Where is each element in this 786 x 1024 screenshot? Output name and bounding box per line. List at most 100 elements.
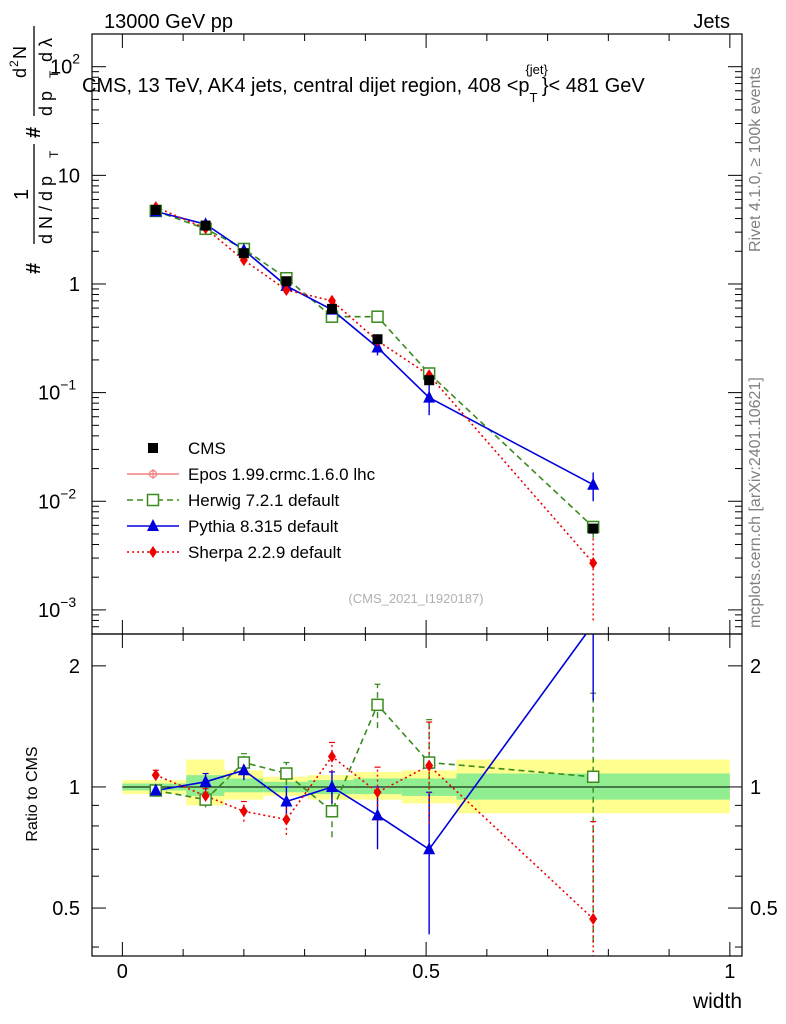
mcplots-reference-text: mcplots.cern.ch [arXiv:2401.10621] bbox=[747, 377, 764, 628]
ratio-y-axis: 0.5 0.5 1 1 2 2 bbox=[52, 656, 778, 948]
sherpa-point bbox=[589, 557, 598, 570]
ylabel-d2n-n: N bbox=[10, 46, 30, 59]
ratio-sherpa-point bbox=[151, 769, 160, 782]
ratio-pythia-point bbox=[149, 783, 162, 796]
x-axis-label: width bbox=[692, 990, 742, 1013]
plot-title: CMS, 13 TeV, AK4 jets, central dijet reg… bbox=[82, 62, 645, 105]
pythia-line bbox=[155, 210, 594, 486]
cms-point bbox=[424, 375, 435, 386]
ylabel-hash1: # bbox=[23, 263, 45, 274]
legend-herwig-label: Herwig 7.2.1 default bbox=[188, 491, 339, 510]
top-ytick-label-base: 10 bbox=[38, 383, 60, 405]
legend-pythia-marker bbox=[147, 519, 159, 531]
ratio-series-markers bbox=[149, 698, 600, 925]
legend-sherpa-label: Sherpa 2.2.9 default bbox=[188, 543, 341, 562]
ratio-ytick-label-right: 0.5 bbox=[750, 898, 778, 920]
top-ytick-label: 1 bbox=[69, 274, 80, 296]
ratio-pythia-point bbox=[280, 794, 293, 807]
top-ytick-label-exp: −1 bbox=[60, 377, 76, 393]
top-ytick-label-exp: −2 bbox=[60, 485, 76, 501]
ratio-ytick-label-right: 2 bbox=[750, 656, 761, 678]
cms-point bbox=[238, 248, 249, 259]
ratio-herwig-point bbox=[280, 767, 293, 780]
ylabel-t: T bbox=[47, 150, 61, 158]
ratio-pythia-line bbox=[155, 634, 587, 851]
top-ytick-label-exp: −3 bbox=[60, 594, 76, 610]
ylabel-dp: d p bbox=[36, 91, 56, 116]
legend-cms-marker bbox=[148, 443, 158, 453]
ratio-sherpa-point bbox=[589, 912, 598, 925]
ratio-pythia-point bbox=[199, 774, 212, 787]
ylabel-d2n-2: 2 bbox=[7, 60, 21, 67]
ratio-y-axis-label: Ratio to CMS bbox=[24, 746, 41, 841]
rivet-version-text: Rivet 4.1.0, ≥ 100k events bbox=[747, 67, 764, 252]
header-right: Jets bbox=[693, 11, 730, 33]
top-series-markers bbox=[149, 201, 600, 570]
ratio-sherpa-point bbox=[239, 805, 248, 818]
ratio-ytick-label-left: 0.5 bbox=[52, 898, 80, 920]
top-ytick-label: 102 bbox=[50, 51, 80, 79]
cms-point bbox=[281, 276, 292, 287]
top-ytick-label-base: 10 bbox=[38, 600, 60, 622]
ylabel-one: 1 bbox=[11, 189, 33, 200]
xtick-label: 0 bbox=[117, 961, 128, 983]
top-ytick-label-base: 10 bbox=[50, 57, 72, 79]
title-sup: {jet} bbox=[525, 62, 548, 77]
title-tail: }< 481 GeV bbox=[542, 75, 646, 97]
legend-herwig-marker bbox=[146, 493, 160, 507]
sherpa-point bbox=[282, 284, 291, 297]
ratio-sherpa-point bbox=[201, 789, 210, 802]
ratio-sherpa-point bbox=[373, 786, 382, 799]
ratio-sherpa-point bbox=[282, 813, 291, 826]
ratio-pythia-point bbox=[423, 842, 436, 855]
ratio-plot-frame bbox=[91, 633, 743, 957]
pythia-point bbox=[587, 477, 600, 490]
ratio-pythia-point bbox=[237, 763, 250, 776]
herwig-point bbox=[371, 310, 384, 323]
cms-point bbox=[588, 523, 599, 534]
xtick-label: 1 bbox=[724, 961, 735, 983]
x-axis: 0 0.5 1 bbox=[117, 634, 735, 983]
ratio-pythia-point bbox=[371, 808, 384, 821]
sherpa-point bbox=[327, 294, 336, 307]
ylabel-dn: d N / d p bbox=[36, 176, 56, 244]
ylabel-d2n-d: d bbox=[10, 68, 30, 78]
ratio-sherpa-point bbox=[327, 750, 336, 763]
legend: CMS Epos 1.99.crmc.1.6.0 lhc Herwig 7.2.1 … bbox=[127, 439, 376, 562]
header-left: 13000 GeV pp bbox=[104, 11, 233, 33]
top-y-axis-label: # 1 d N / d p T # d 2 N d p T d λ bbox=[7, 26, 61, 274]
legend-pythia-label: Pythia 8.315 default bbox=[188, 517, 339, 536]
xtick-label: 0.5 bbox=[412, 961, 440, 983]
ratio-ytick-label-left: 1 bbox=[69, 777, 80, 799]
title-main: CMS, 13 TeV, AK4 jets, central dijet reg… bbox=[82, 75, 530, 97]
cms-point bbox=[326, 303, 337, 314]
top-ytick-label: 10 bbox=[58, 165, 80, 187]
ratio-ytick-label-left: 2 bbox=[69, 656, 80, 678]
ratio-sherpa-point bbox=[425, 759, 434, 772]
ratio-sherpa-line bbox=[155, 755, 594, 920]
top-ytick-label: 10−1 bbox=[38, 377, 76, 405]
ratio-pythia-point bbox=[325, 779, 338, 792]
cms-point bbox=[372, 334, 383, 345]
top-ytick-label-base: 10 bbox=[38, 491, 60, 513]
herwig-line bbox=[155, 210, 594, 528]
title-sub: T bbox=[530, 90, 538, 105]
cms-point bbox=[150, 204, 161, 215]
legend-epos-label: Epos 1.99.crmc.1.6.0 lhc bbox=[188, 465, 376, 484]
ratio-herwig-point bbox=[371, 698, 384, 712]
ratio-herwig-point bbox=[586, 770, 600, 784]
top-ytick-label-exp: 2 bbox=[72, 51, 80, 67]
legend-cms-label: CMS bbox=[188, 439, 226, 458]
ylabel-dl: d λ bbox=[36, 38, 56, 62]
analysis-id: (CMS_2021_I1920187) bbox=[348, 591, 483, 606]
ratio-herwig-point bbox=[325, 805, 339, 818]
cms-point bbox=[200, 220, 211, 231]
top-ytick-label: 10−3 bbox=[38, 594, 76, 622]
top-ytick-label: 10−2 bbox=[38, 485, 76, 513]
top-x-ticks bbox=[121, 34, 731, 634]
legend-sherpa-marker bbox=[149, 546, 157, 558]
ylabel-dp-t: T bbox=[47, 70, 61, 78]
pythia-point bbox=[423, 390, 436, 403]
